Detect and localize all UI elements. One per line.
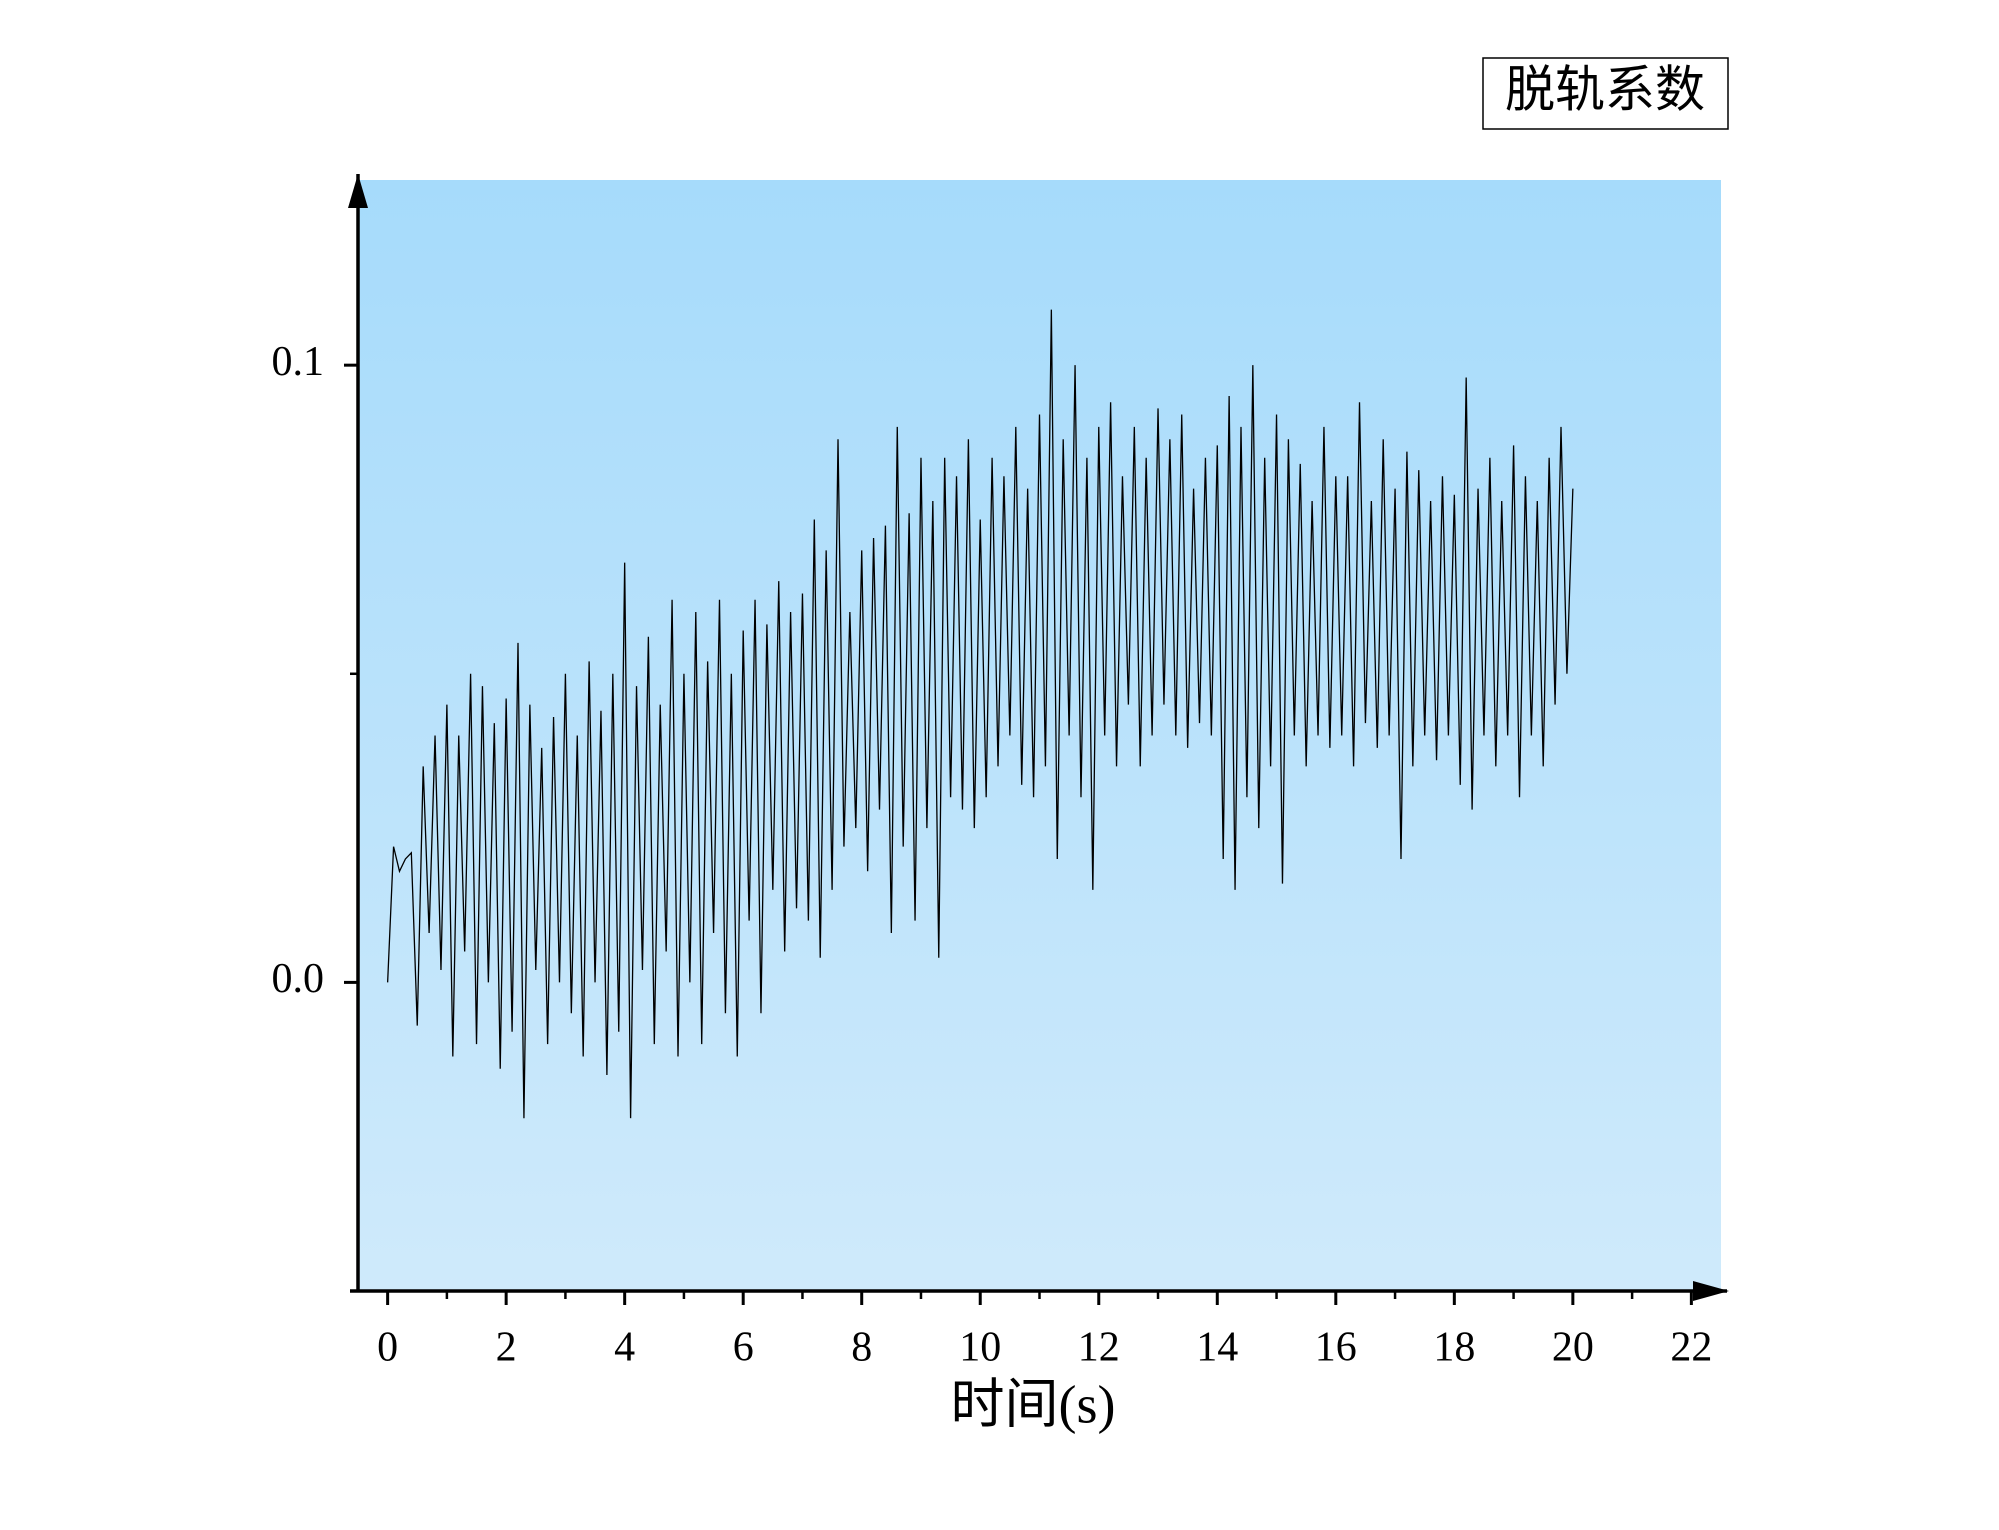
- x-axis-arrow: [1693, 1281, 1729, 1301]
- x-tick-label: 14: [1196, 1325, 1238, 1371]
- x-tick-label: 8: [851, 1325, 872, 1371]
- y-tick-label: 0.1: [272, 339, 325, 385]
- data-line: [386, 309, 1574, 1119]
- chart-title: 脱轨系数: [1505, 61, 1705, 117]
- x-axis-label: 时间(s): [951, 1374, 1116, 1434]
- x-tick-label: 2: [496, 1325, 517, 1371]
- x-tick-label: 10: [959, 1325, 1001, 1371]
- x-tick-label: 4: [614, 1325, 635, 1371]
- x-tick-label: 12: [1078, 1325, 1120, 1371]
- x-tick-label: 22: [1670, 1325, 1712, 1371]
- x-tick-label: 18: [1433, 1325, 1475, 1371]
- x-tick-label: 20: [1552, 1325, 1594, 1371]
- y-tick-label: 0.0: [272, 956, 325, 1002]
- y-axis-arrow: [348, 174, 368, 208]
- x-tick-label: 6: [733, 1325, 754, 1371]
- x-tick-label: 0: [377, 1325, 398, 1371]
- title-box: [1482, 57, 1729, 130]
- x-tick-label: 16: [1315, 1325, 1357, 1371]
- plot-background: [358, 180, 1721, 1291]
